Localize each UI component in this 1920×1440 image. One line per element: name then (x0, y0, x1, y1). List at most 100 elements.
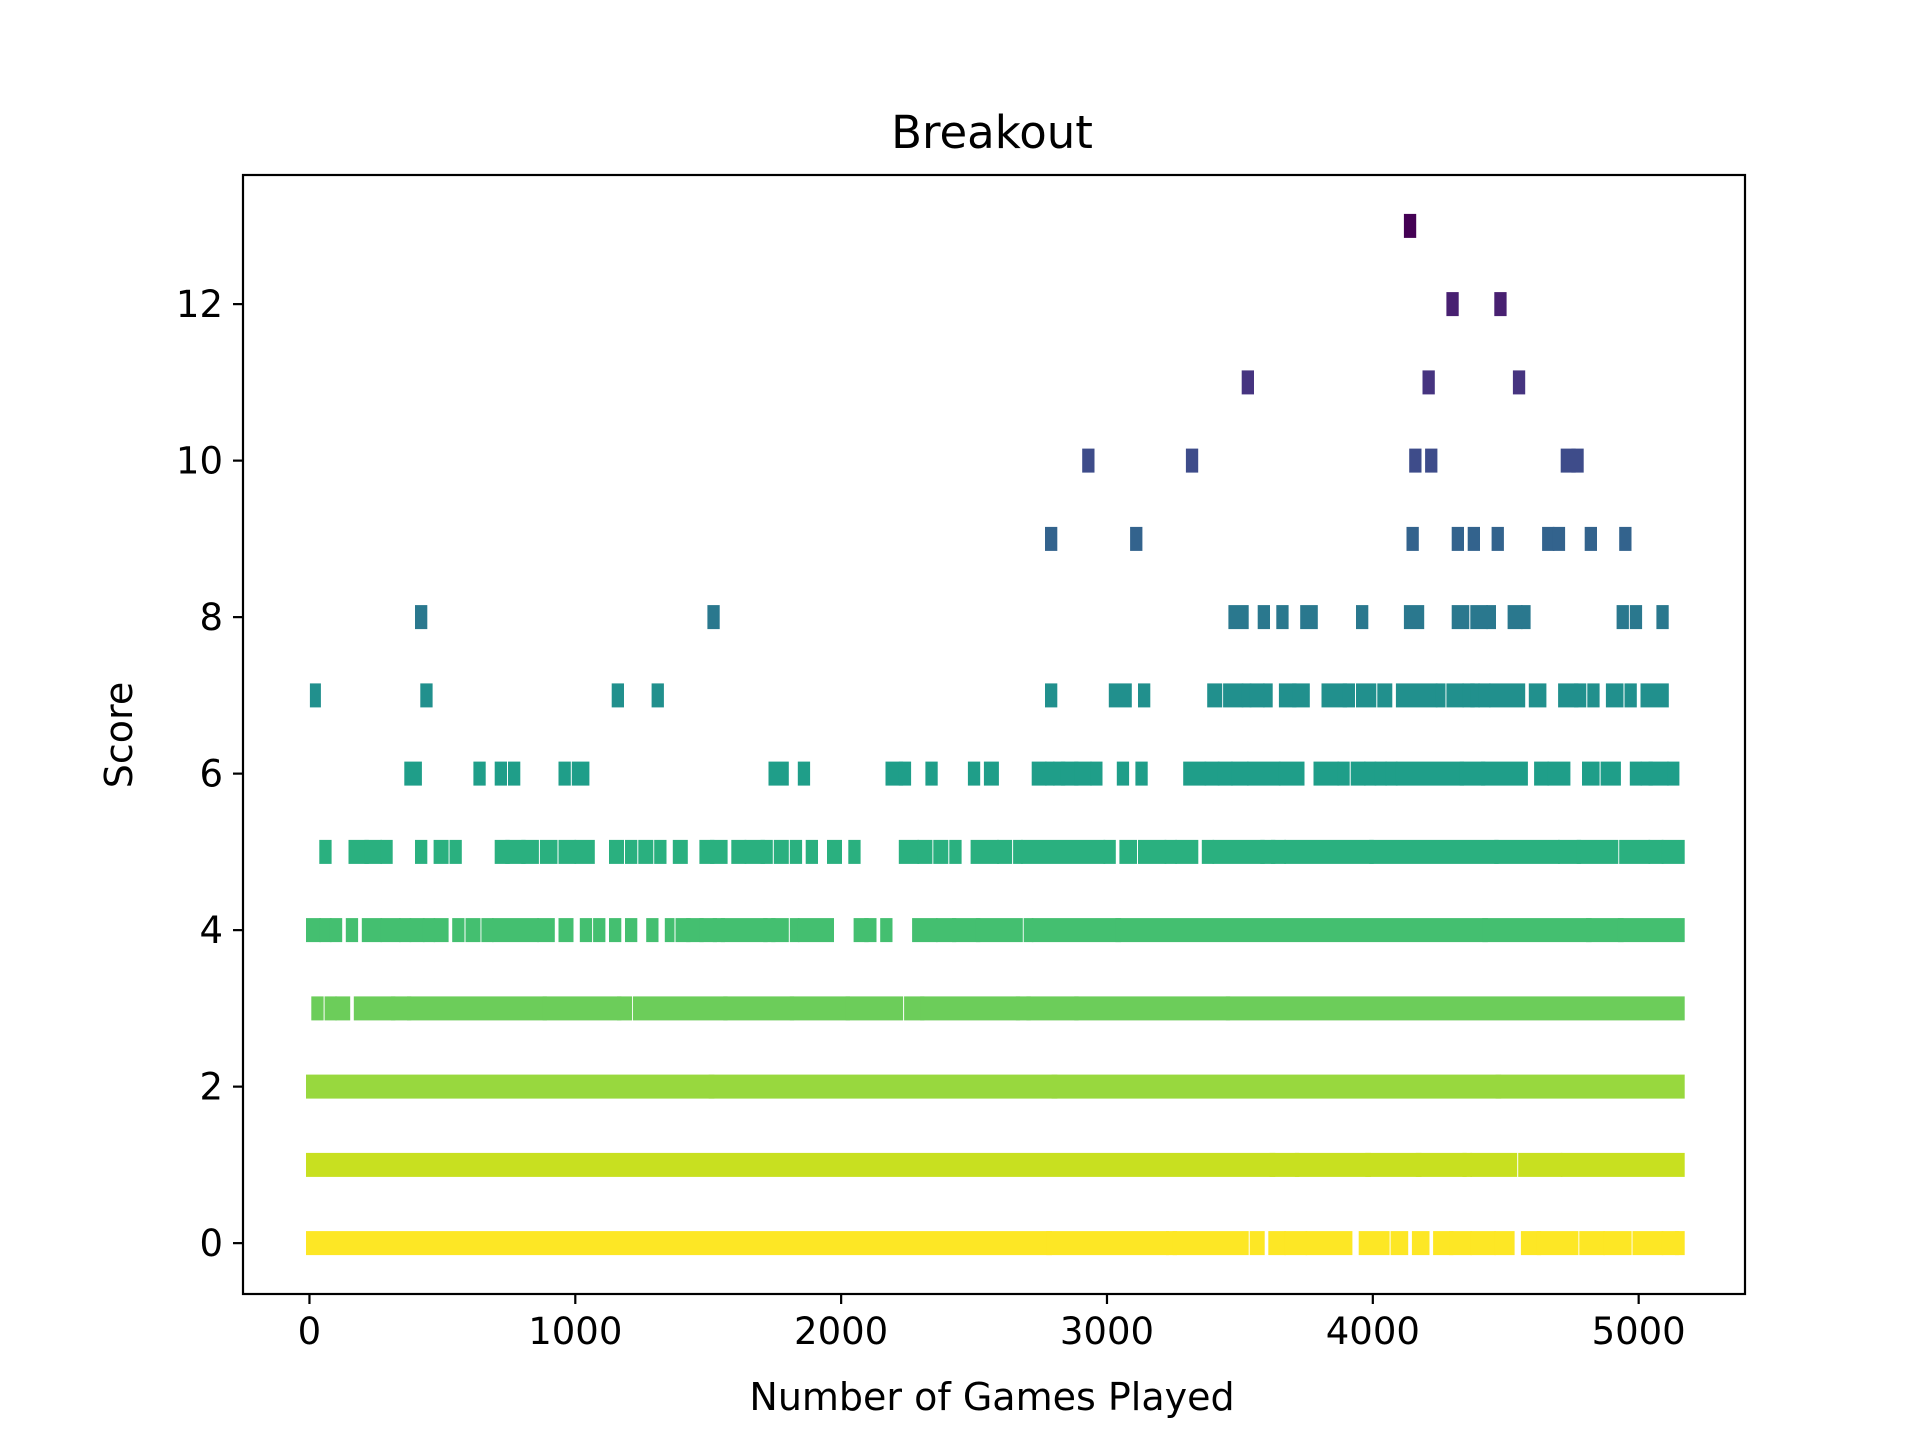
score-5-mark (1576, 839, 1619, 864)
score-4-mark (1031, 918, 1122, 943)
score-0-mark (1661, 1231, 1680, 1256)
score-6-mark (473, 761, 486, 786)
score-6-mark (983, 761, 999, 786)
score-6-mark (494, 761, 507, 786)
score-5-mark (1201, 839, 1215, 864)
score-0-mark (1603, 1231, 1632, 1256)
score-7-mark (1241, 683, 1252, 708)
score-8-mark (1300, 605, 1318, 630)
score-0-mark (1166, 1231, 1177, 1256)
score-4-mark (686, 918, 704, 943)
score-5-mark (805, 839, 818, 864)
score-9-mark (1130, 526, 1143, 551)
score-5-mark (539, 839, 558, 864)
score-4-mark (771, 918, 789, 943)
score-3-mark (1074, 996, 1231, 1021)
score-2-mark (1495, 1074, 1685, 1099)
y-tick-label: 12 (176, 283, 223, 326)
score-8-mark (1257, 605, 1270, 630)
score-3-mark (617, 996, 632, 1021)
score-3-mark (542, 996, 622, 1021)
score-10-mark (1425, 448, 1438, 473)
score-6-mark (1231, 761, 1249, 786)
score-7-mark (1446, 683, 1464, 708)
score-1-mark (1415, 1152, 1467, 1177)
score-5-mark (1021, 839, 1106, 864)
score-7-mark (1435, 683, 1446, 708)
score-11-mark (1512, 370, 1526, 395)
score-5-mark (1119, 839, 1137, 864)
score-0-mark (1046, 1231, 1169, 1256)
score-4-mark (380, 918, 401, 943)
x-tick-label: 4000 (1326, 1310, 1420, 1353)
score-4-mark (422, 918, 436, 943)
score-1-mark (1518, 1152, 1563, 1177)
score-6-mark (404, 761, 422, 786)
score-3-mark (632, 996, 728, 1021)
score-4-mark (952, 918, 981, 943)
score-0-mark (1494, 1231, 1515, 1256)
score-6-mark (1582, 761, 1600, 786)
score-12-mark (1446, 292, 1459, 317)
score-8-mark (1656, 605, 1669, 630)
score-6-mark (1547, 761, 1571, 786)
y-axis: 0 2 4 6 8 10 12 (176, 283, 243, 1265)
score-6-series (404, 761, 1680, 786)
score-4-mark (361, 918, 383, 943)
chart-title: Breakout (891, 106, 1093, 159)
score-5-mark (1175, 839, 1199, 864)
score-0-mark (1632, 1231, 1664, 1256)
x-tick-label: 2000 (794, 1310, 888, 1353)
score-6-mark (1337, 761, 1350, 786)
score-4-mark (1617, 918, 1685, 943)
score-3-mark (1026, 996, 1079, 1021)
score-5-mark (949, 839, 962, 864)
score-0-mark (1675, 1231, 1685, 1256)
score-9-series (1045, 526, 1632, 551)
score-3-mark (920, 996, 1021, 1021)
score-5-mark (917, 839, 933, 864)
score-4-mark (465, 918, 481, 943)
score-5-mark (1558, 839, 1582, 864)
score-7-mark (1624, 683, 1637, 708)
score-4-mark (409, 918, 425, 943)
score-5-mark (380, 839, 393, 864)
score-7-mark (1640, 683, 1669, 708)
score-1-mark (1470, 1152, 1518, 1177)
score-7-mark (1292, 683, 1310, 708)
score-7-mark (651, 683, 664, 708)
score-5-mark (1369, 839, 1499, 864)
score-7-mark (1377, 683, 1393, 708)
score-10-mark (1409, 448, 1422, 473)
score-5-mark (789, 839, 803, 864)
score-5-mark (319, 839, 332, 864)
score-5-mark (744, 839, 765, 864)
score-3-mark (1225, 996, 1685, 1021)
score-6-mark (571, 761, 590, 786)
score-4-mark (1115, 918, 1488, 943)
score-6-mark (1278, 761, 1305, 786)
plot-frame (241, 173, 1747, 1296)
score-7-mark (1138, 683, 1151, 708)
score-1-series (306, 1152, 1685, 1177)
score-6-mark (1395, 761, 1464, 786)
score-4-mark (329, 918, 343, 943)
score-5-mark (521, 839, 539, 864)
score-6-mark (1534, 761, 1550, 786)
score-7-mark (1528, 683, 1547, 708)
score-8-mark (1403, 605, 1425, 630)
score-6-mark (1074, 761, 1092, 786)
score-6-mark (1481, 761, 1528, 786)
score-5-mark (415, 839, 428, 864)
score-3-mark (335, 996, 351, 1021)
score-4-mark (664, 918, 675, 943)
score-7-mark (1342, 683, 1355, 708)
score-0-series (306, 1231, 1685, 1256)
score-6-mark (925, 761, 938, 786)
score-7-mark (1470, 683, 1480, 708)
score-3-series (311, 996, 1685, 1021)
score-6-mark (1313, 761, 1340, 786)
score-9-mark (1467, 526, 1480, 551)
score-4-mark (433, 918, 449, 943)
